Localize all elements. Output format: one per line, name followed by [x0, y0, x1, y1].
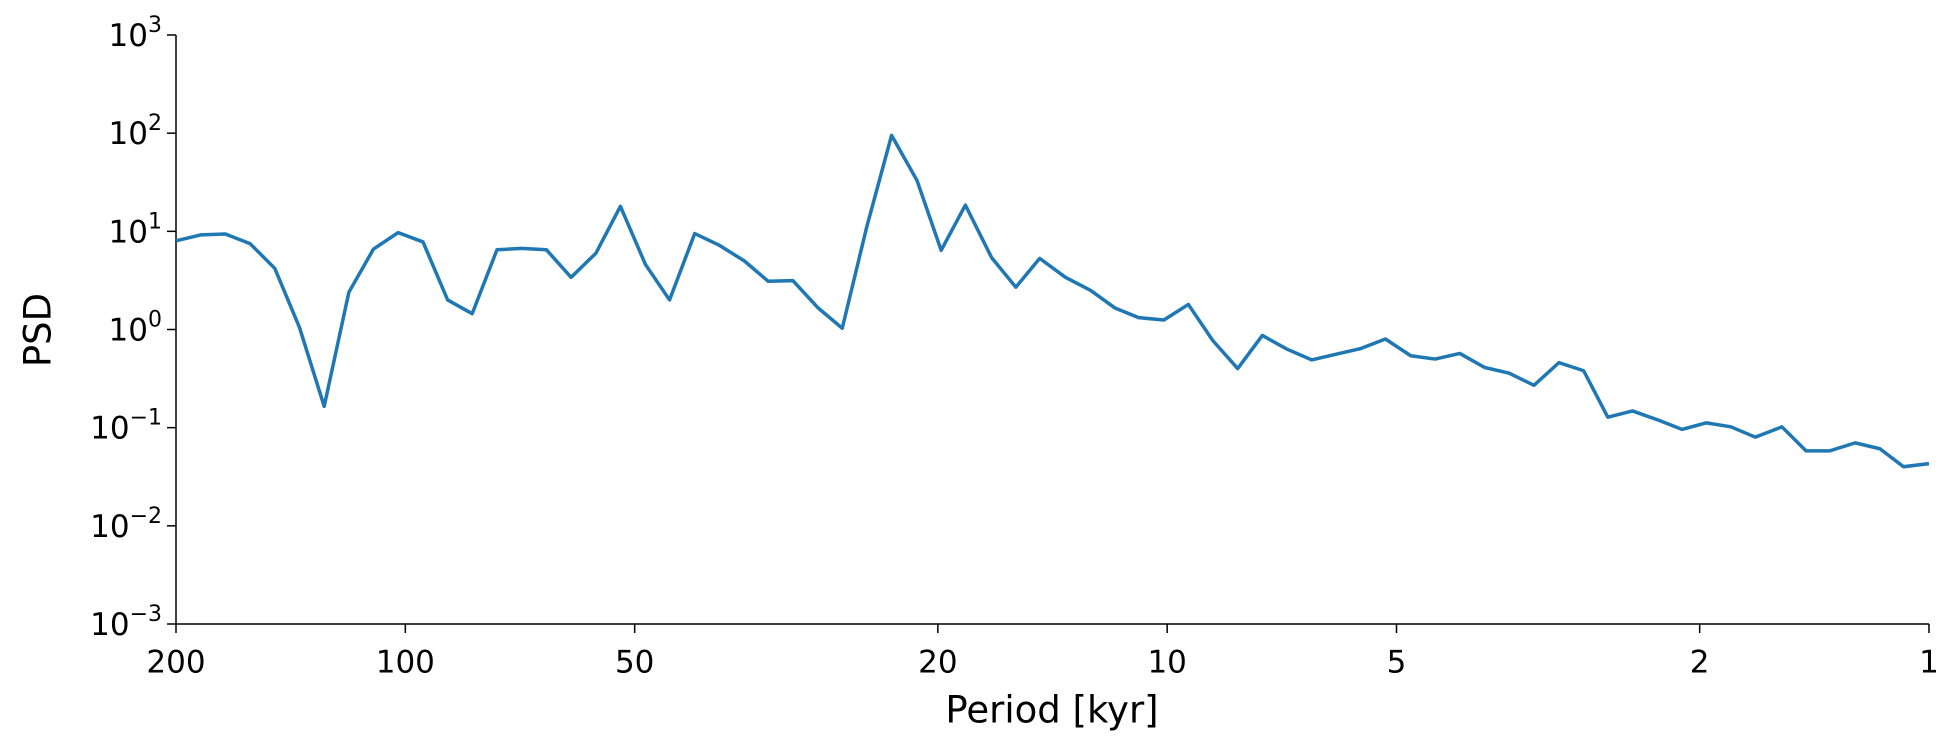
x-tick-label: 50 [615, 645, 654, 681]
y-tick-base: 10 [109, 116, 148, 152]
x-tick-label: 10 [1147, 645, 1186, 681]
x-tick-label: 2 [1690, 645, 1710, 681]
y-axis-label: PSD [17, 293, 60, 367]
y-tick-base: 10 [109, 18, 148, 54]
y-tick-exponent: −2 [130, 504, 162, 529]
x-tick-label: 100 [376, 645, 435, 681]
y-tick-label: 102 [109, 111, 162, 152]
x-tick-label: 200 [146, 645, 205, 681]
y-tick-exponent: 1 [148, 209, 162, 234]
y-tick-base: 10 [90, 607, 129, 643]
x-tick-label: 1 [1919, 645, 1939, 681]
data-line [175, 133, 1930, 469]
y-tick-label: 10−2 [90, 504, 162, 545]
x-tick-label: 20 [918, 645, 957, 681]
y-tick-label: 10−1 [90, 406, 162, 447]
y-tick-exponent: 3 [148, 13, 162, 38]
y-tick-label: 100 [109, 308, 162, 349]
y-tick-label: 10−3 [90, 602, 162, 643]
y-tick-label: 103 [109, 13, 162, 54]
x-axis-label: Period [kyr] [945, 689, 1158, 732]
y-tick-base: 10 [109, 214, 148, 250]
y-tick-exponent: −3 [130, 602, 162, 627]
y-tick-label: 101 [109, 209, 162, 250]
y-tick-exponent: 0 [148, 308, 162, 333]
y-tick-exponent: −1 [130, 406, 162, 431]
x-tick-label: 5 [1387, 645, 1407, 681]
y-tick-exponent: 2 [148, 111, 162, 136]
y-tick-base: 10 [90, 411, 129, 447]
y-tick-base: 10 [109, 313, 148, 349]
y-tick-base: 10 [90, 509, 129, 545]
